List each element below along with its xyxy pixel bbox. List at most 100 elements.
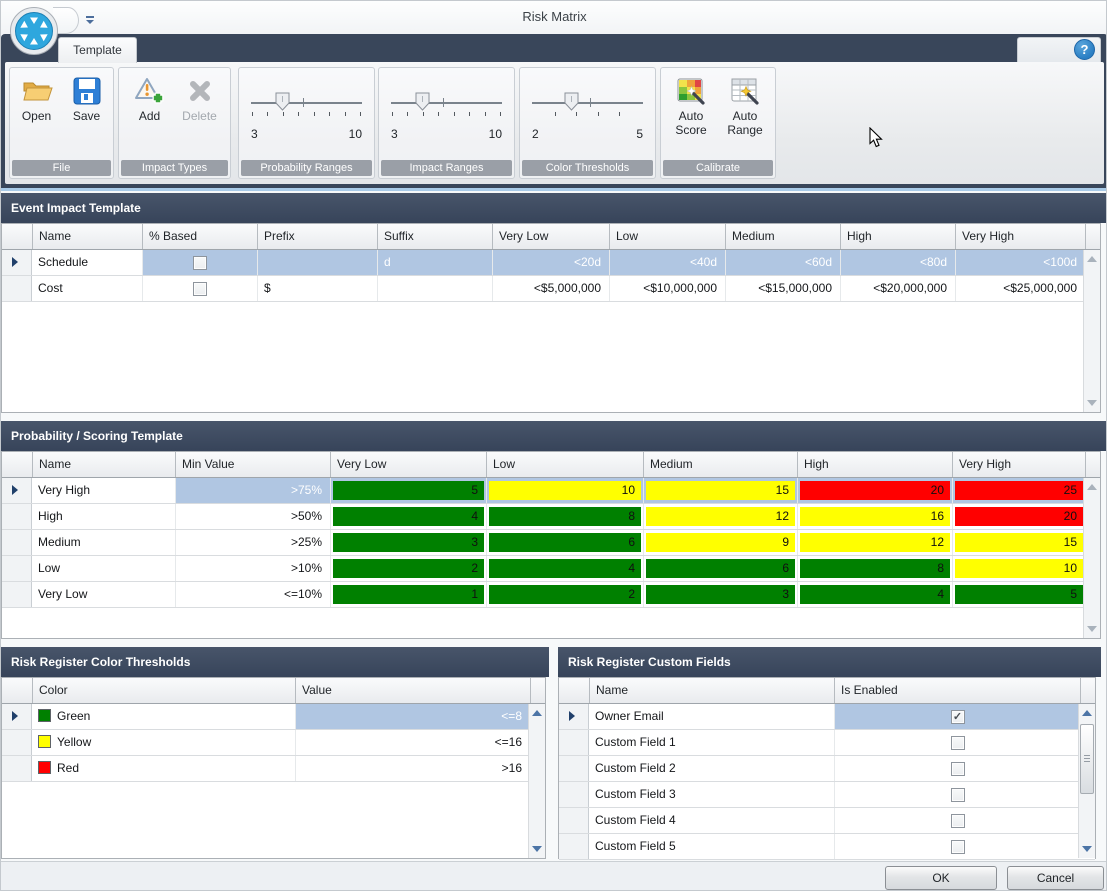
cell-percent-based[interactable] [142,276,257,301]
cell-score[interactable]: 15 [952,530,1085,555]
cell-min-value[interactable]: <=10% [175,582,330,607]
cell-is-enabled[interactable] [834,730,1080,755]
save-button[interactable]: Save [63,75,111,124]
is-enabled-checkbox[interactable] [951,788,965,802]
table-row-very-high[interactable]: Very High >75% 5 10 15 20 25 [2,478,1100,504]
cell-value[interactable]: <=16 [295,730,530,755]
column-header-very-low[interactable]: Very Low [330,452,486,477]
cell-score[interactable]: 6 [486,530,643,555]
row-selector[interactable] [2,730,32,755]
cell-score[interactable]: 8 [797,556,952,581]
cell-suffix[interactable]: d [377,250,492,275]
cell-name[interactable]: Custom Field 3 [589,782,834,807]
color-slider-thumb[interactable] [564,92,579,111]
thresholds-scrollbar[interactable] [528,704,545,858]
help-button[interactable]: ? [1074,39,1095,60]
row-selector[interactable] [559,704,589,729]
cell-score[interactable]: 4 [486,556,643,581]
table-row-yellow[interactable]: Yellow <=16 [2,730,545,756]
cancel-button[interactable]: Cancel [1007,866,1104,890]
table-row-custom-field-5[interactable]: Custom Field 5 [559,834,1095,860]
cell-name[interactable]: Custom Field 1 [589,730,834,755]
quick-access-dropdown-icon[interactable] [86,16,94,24]
table-row-high[interactable]: High >50% 4 8 12 16 20 [2,504,1100,530]
cell-score[interactable]: 1 [330,582,486,607]
row-selector[interactable] [2,276,32,301]
column-header-name[interactable]: Name [32,452,175,477]
row-selector[interactable] [2,756,32,781]
column-header-high[interactable]: High [797,452,952,477]
table-row-custom-field-4[interactable]: Custom Field 4 [559,808,1095,834]
cell-score[interactable]: 5 [330,478,486,503]
scroll-up-icon[interactable] [1087,484,1097,490]
impact-slider-thumb[interactable] [415,92,430,111]
column-header-min-value[interactable]: Min Value [175,452,330,477]
cell-name[interactable]: Custom Field 2 [589,756,834,781]
cell-score[interactable]: 3 [330,530,486,555]
row-selector[interactable] [2,556,32,581]
cell-score[interactable]: 12 [643,504,797,529]
row-selector[interactable] [2,582,32,607]
cell-score[interactable]: 9 [643,530,797,555]
cell-name[interactable]: Owner Email [589,704,834,729]
cell-score[interactable]: 6 [643,556,797,581]
cell-score[interactable]: 20 [952,504,1085,529]
probability-slider-thumb[interactable] [275,92,290,111]
column-header-low[interactable]: Low [486,452,643,477]
cell-is-enabled[interactable] [834,756,1080,781]
cell-score[interactable]: 8 [486,504,643,529]
row-selector[interactable] [559,756,589,781]
row-selector[interactable] [2,478,32,503]
table-row-medium[interactable]: Medium >25% 3 6 9 12 15 [2,530,1100,556]
event-impact-scrollbar[interactable] [1083,250,1100,412]
scroll-up-icon[interactable] [1087,256,1097,262]
cell-score[interactable]: 20 [797,478,952,503]
column-header-name[interactable]: Name [32,224,142,249]
cell-is-enabled[interactable] [834,834,1080,859]
cell-low[interactable]: <$10,000,000 [609,276,725,301]
cell-min-value[interactable]: >25% [175,530,330,555]
column-header-suffix[interactable]: Suffix [377,224,492,249]
cell-value[interactable]: >16 [295,756,530,781]
cell-very-low[interactable]: <20d [492,250,609,275]
row-selector[interactable] [2,530,32,555]
cell-low[interactable]: <40d [609,250,725,275]
scrollbar-thumb[interactable] [1080,724,1094,794]
is-enabled-checkbox[interactable] [951,736,965,750]
auto-range-button[interactable]: Auto Range [719,75,771,138]
is-enabled-checkbox[interactable] [951,762,965,776]
cell-is-enabled[interactable] [834,782,1080,807]
column-header-color[interactable]: Color [32,678,295,703]
column-header-is-enabled[interactable]: Is Enabled [834,678,1080,703]
cell-score[interactable]: 2 [330,556,486,581]
cell-score[interactable]: 12 [797,530,952,555]
column-header-percent-based[interactable]: % Based [142,224,257,249]
cell-score[interactable]: 15 [643,478,797,503]
cell-name[interactable]: Custom Field 4 [589,808,834,833]
table-row-very-low[interactable]: Very Low <=10% 1 2 3 4 5 [2,582,1100,608]
row-selector[interactable] [2,250,32,275]
table-row-custom-field-2[interactable]: Custom Field 2 [559,756,1095,782]
table-row-owner-email[interactable]: Owner Email [559,704,1095,730]
cell-medium[interactable]: <$15,000,000 [725,276,840,301]
cell-high[interactable]: <$20,000,000 [840,276,955,301]
cell-prefix[interactable] [257,250,377,275]
table-row-custom-field-1[interactable]: Custom Field 1 [559,730,1095,756]
column-header-value[interactable]: Value [295,678,530,703]
table-row-red[interactable]: Red >16 [2,756,545,782]
cell-score[interactable]: 2 [486,582,643,607]
cell-name[interactable]: High [32,504,175,529]
cell-very-high[interactable]: <100d [955,250,1085,275]
delete-button[interactable]: Delete [176,75,224,124]
cell-score[interactable]: 3 [643,582,797,607]
scroll-down-icon[interactable] [1087,626,1097,632]
column-header-medium[interactable]: Medium [725,224,840,249]
probability-scrollbar[interactable] [1083,478,1100,638]
row-selector[interactable] [559,730,589,755]
column-header-name[interactable]: Name [589,678,834,703]
column-header-very-high[interactable]: Very High [955,224,1085,249]
cell-score[interactable]: 4 [797,582,952,607]
cell-score[interactable]: 10 [952,556,1085,581]
cell-very-low[interactable]: <$5,000,000 [492,276,609,301]
custom-fields-scrollbar[interactable] [1078,704,1095,858]
